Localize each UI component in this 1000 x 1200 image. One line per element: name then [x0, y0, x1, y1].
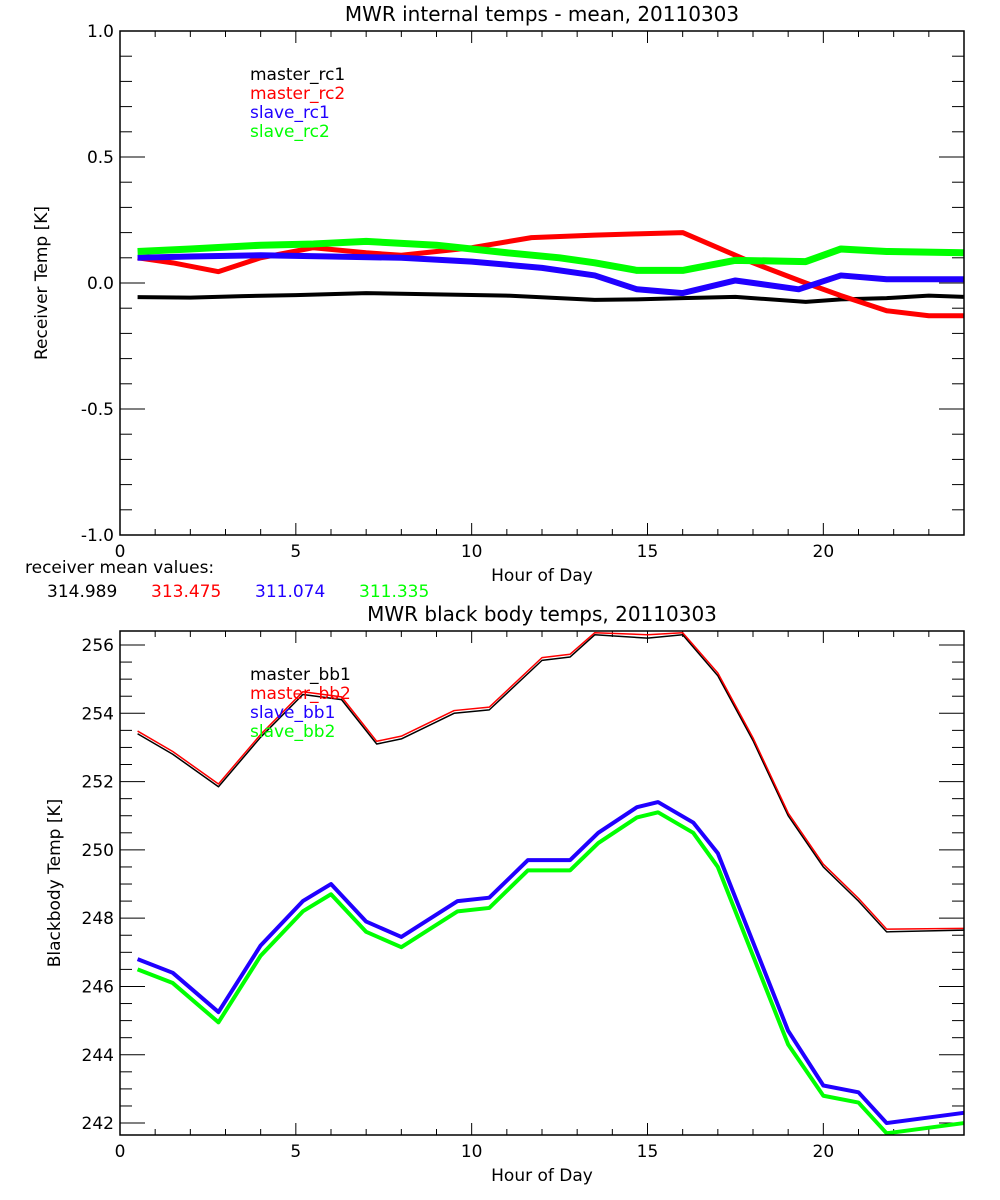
chart-title: MWR black body temps, 20110303: [367, 602, 717, 626]
mean-values-label: receiver mean values:: [25, 558, 214, 578]
legend-entry: master_rc2: [250, 84, 345, 104]
series-line-master-rc1: [137, 291, 965, 304]
axis-ticks: 0 5 10 15 20 242 244 246 248 250 252 254 256: [82, 631, 965, 1162]
legend-entry: slave_bb2: [250, 722, 335, 742]
x-axis-label: Hour of Day: [491, 1166, 593, 1186]
y-tick-label: 244: [82, 1046, 114, 1066]
legend-entry: slave_rc1: [250, 103, 330, 123]
x-tick-label: 20: [813, 1142, 835, 1162]
plot-frame: [119, 30, 965, 536]
y-tick-label: 242: [82, 1114, 114, 1134]
legend-entry: master_bb1: [250, 665, 351, 685]
series-line-slave-bb1: [136, 800, 965, 1126]
x-tick-label: 5: [290, 1142, 301, 1162]
y-axis-label: Receiver Temp [K]: [32, 206, 52, 360]
series-lines: [136, 631, 965, 1136]
mean-value: 311.335: [359, 582, 429, 602]
x-tick-label: 0: [115, 1142, 126, 1162]
y-tick-label: 0.5: [87, 148, 114, 168]
plot-frame: [119, 630, 965, 1136]
series-line-master-bb2: [137, 631, 965, 930]
x-tick-label: 0: [115, 542, 126, 562]
series-line-slave-bb2: [136, 810, 965, 1136]
series-line-master-bb1: [137, 634, 965, 933]
y-tick-label: 250: [82, 841, 114, 861]
y-tick-label: 254: [82, 704, 114, 724]
legend-entry: slave_rc2: [250, 122, 330, 142]
y-axis-label: Blackbody Temp [K]: [45, 799, 65, 968]
receiver-temp-chart: MWR internal temps - mean, 20110303 Hour…: [25, 2, 965, 602]
series-lines: [137, 230, 965, 319]
y-tick-label: -1.0: [81, 526, 114, 546]
y-tick-label: -0.5: [81, 400, 114, 420]
axis-ticks: 0 5 10 15 20 -1.0 -0.5 0.0 0.5 1.0: [81, 22, 965, 562]
y-tick-label: 0.0: [87, 274, 114, 294]
chart-title: MWR internal temps - mean, 20110303: [345, 2, 739, 26]
legend-entry: master_bb2: [250, 684, 351, 704]
y-tick-label: 252: [82, 773, 114, 793]
series-line-slave-rc2: [137, 237, 965, 274]
mean-values: 314.989 313.475 311.074 311.335: [47, 582, 429, 602]
legend-entry: master_rc1: [250, 65, 345, 85]
mean-value: 314.989: [47, 582, 117, 602]
y-tick-label: 246: [82, 977, 114, 997]
mean-value: 311.074: [255, 582, 325, 602]
x-tick-label: 10: [461, 542, 483, 562]
mean-value: 313.475: [151, 582, 221, 602]
x-tick-label: 10: [461, 1142, 483, 1162]
series-line-slave-rc1: [137, 252, 964, 297]
y-tick-label: 1.0: [87, 22, 114, 42]
x-tick-label: 5: [290, 542, 301, 562]
x-tick-label: 20: [813, 542, 835, 562]
x-axis-label: Hour of Day: [491, 566, 593, 586]
x-tick-label: 15: [637, 1142, 659, 1162]
blackbody-temp-chart: MWR black body temps, 20110303 Hour of D…: [45, 602, 965, 1186]
x-tick-label: 15: [637, 542, 659, 562]
y-tick-label: 256: [82, 636, 114, 656]
legend-entry: slave_bb1: [250, 703, 335, 723]
y-tick-label: 248: [82, 909, 114, 929]
